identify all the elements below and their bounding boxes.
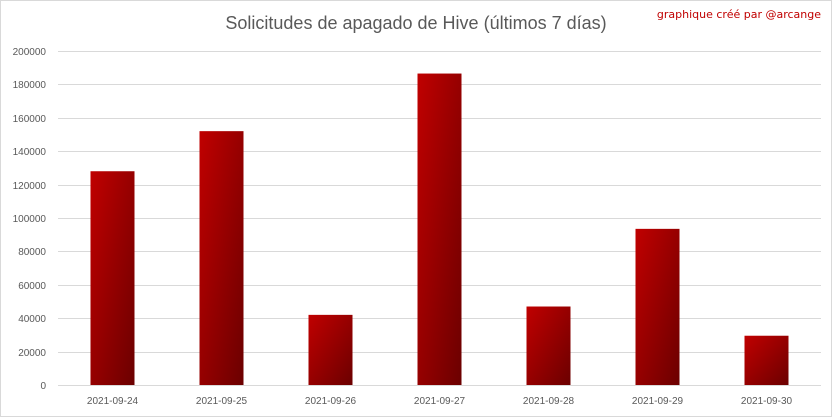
x-tick-label: 2021-09-24 — [87, 396, 139, 407]
x-axis-ticks: 2021-09-24 2021-09-25 2021-09-26 2021-09-27… — [87, 396, 793, 407]
bar-2021-09-25 — [199, 131, 244, 385]
y-tick-label: 120000 — [13, 181, 47, 192]
y-tick-label: 40000 — [18, 314, 46, 325]
y-tick-label: 160000 — [13, 114, 47, 125]
bar-2021-09-27 — [417, 73, 462, 386]
bar-2021-09-26 — [308, 314, 353, 385]
x-tick-label: 2021-09-29 — [632, 396, 684, 407]
y-tick-label: 140000 — [13, 147, 47, 158]
chart-credit: graphique créé par @arcange — [656, 8, 821, 21]
bar-2021-09-28 — [526, 306, 571, 385]
y-tick-label: 80000 — [18, 247, 46, 258]
y-tick-label: 60000 — [18, 281, 46, 292]
y-tick-label: 0 — [40, 381, 46, 392]
bar-2021-09-24 — [90, 171, 135, 385]
x-tick-label: 2021-09-25 — [196, 396, 248, 407]
y-tick-label: 180000 — [13, 80, 47, 91]
bar-2021-09-30 — [744, 335, 789, 385]
x-tick-label: 2021-09-27 — [414, 396, 466, 407]
bar-2021-09-29 — [635, 228, 680, 385]
x-tick-label: 2021-09-30 — [741, 396, 793, 407]
chart-title: Solicitudes de apagado de Hive (últimos … — [225, 13, 607, 33]
y-tick-label: 100000 — [13, 214, 47, 225]
x-tick-label: 2021-09-26 — [305, 396, 357, 407]
x-tick-label: 2021-09-28 — [523, 396, 575, 407]
bars — [90, 73, 789, 386]
y-axis-ticks: 0 20000 40000 60000 80000 100000 120000 140000 1… — [13, 47, 47, 392]
y-tick-label: 200000 — [13, 47, 47, 58]
y-tick-label: 20000 — [18, 348, 46, 359]
